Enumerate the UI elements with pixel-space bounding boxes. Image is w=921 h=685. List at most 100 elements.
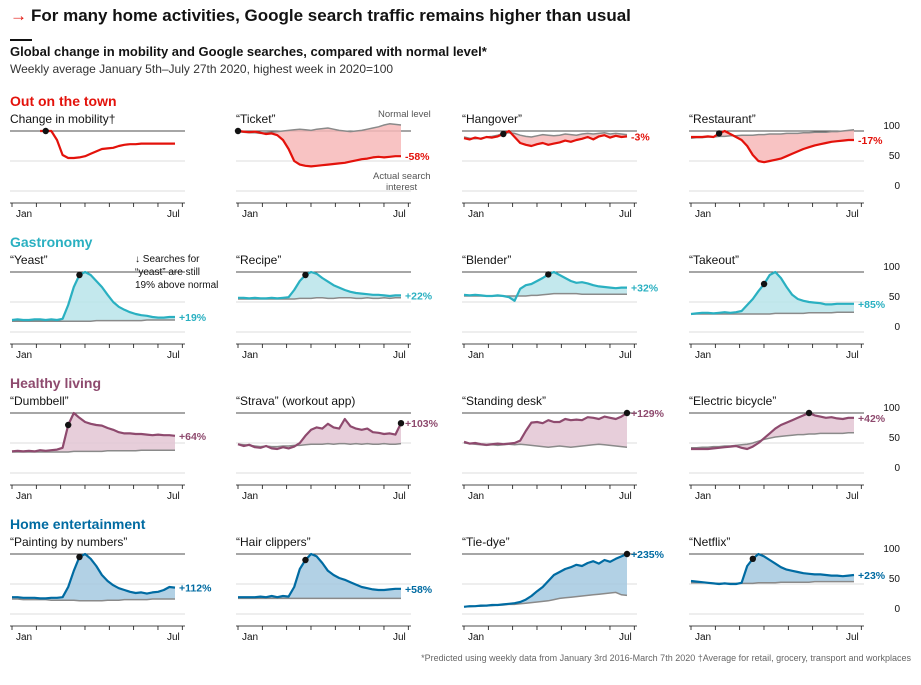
actual-search-line [691,411,854,451]
panel-title: “Hangover” [462,112,522,126]
panel-title: “Electric bicycle” [689,394,776,408]
panel-dumbbell: “Dumbbell” Jan Jul +64% [10,394,207,502]
actual-search-line [238,270,401,300]
panel-netflix: “Netflix” Jan Jul 0 50 100 +23% [689,535,900,643]
difference-area [238,272,401,299]
x-tick-label: Jan [695,350,711,361]
x-tick-label: Jul [619,209,632,220]
chart-subsubtitle: Weekly average January 5th–July 27th 202… [10,62,394,76]
panel-blender: “Blender” Jan Jul +32% [462,253,659,361]
change-label: -3% [631,131,650,143]
yeast-note: ↓ Searches for [135,254,200,265]
actual-search-line [690,270,854,316]
peak-marker [76,553,83,561]
actual-search-line [11,411,176,453]
y-tick-label: 50 [889,151,901,162]
y-tick-label: 0 [894,322,900,333]
difference-area [12,413,175,452]
headline: → For many home activities, Google search… [10,6,631,26]
x-tick-label: Jan [16,350,32,361]
x-tick-label: Jan [242,209,258,220]
panel-title: “Strava” (workout app) [236,394,355,408]
difference-area [691,272,854,314]
panel-change-in-mobility: Change in mobility† Jan Jul [10,112,185,220]
peak-marker [42,127,49,135]
x-tick-label: Jul [619,491,632,502]
actual-search-line [463,129,628,148]
x-tick-label: Jul [167,209,180,220]
panel-title: “Netflix” [689,535,730,549]
panel-ticket: “Ticket” Jan Jul -58% Normal level Actual sea… [234,109,431,220]
normal-level-annotation: Normal level [378,109,431,120]
difference-area [12,272,175,322]
change-label: +129% [631,408,665,420]
x-tick-label: Jan [695,209,711,220]
x-tick-label: Jul [619,632,632,643]
normal-level-line [691,432,854,449]
peak-marker [397,420,405,427]
normal-level-line [690,129,855,139]
yeast-note: “yeast” are still [135,267,200,278]
arrow-icon: → [10,6,27,25]
section-title-home-entertainment: Home entertainment [10,516,146,532]
panel-title: “Standing desk” [462,394,546,408]
y-tick-label: 50 [889,574,901,585]
panel-title: “Blender” [462,253,511,267]
y-tick-label: 0 [894,181,900,192]
y-tick-label: 100 [883,121,900,132]
change-label: +235% [631,549,665,561]
change-label: +103% [405,418,439,430]
change-label: +58% [405,584,433,596]
panel-title: “Painting by numbers” [10,535,127,549]
x-tick-label: Jan [16,632,32,643]
difference-area [238,123,401,167]
x-tick-label: Jan [695,491,711,502]
actual-search-annotation: Actual search [373,171,431,182]
difference-area [691,554,854,584]
x-tick-label: Jan [242,350,258,361]
peak-marker [65,421,72,429]
panel-title: “Yeast” [10,253,48,267]
x-tick-label: Jul [846,632,859,643]
peak-marker [760,280,768,288]
section-title-out-on-the-town: Out on the town [10,93,117,109]
change-label: +23% [858,570,886,582]
y-tick-label: 50 [889,292,901,303]
panel-painting-by-numbers: “Painting by numbers” Jan Jul +112% [10,535,212,643]
panel-title: “Dumbbell” [10,394,69,408]
x-tick-label: Jul [393,209,406,220]
peak-marker [545,271,552,278]
x-tick-label: Jan [242,491,258,502]
x-tick-label: Jul [393,632,406,643]
panel-title: Change in mobility† [10,112,115,126]
difference-area [238,419,401,449]
x-tick-label: Jan [468,350,484,361]
difference-area [691,129,854,163]
yeast-note: 19% above normal [135,280,218,291]
actual-search-line [238,552,401,599]
panel-title: “Tie-dye” [462,535,510,549]
panel-electric-bicycle: “Electric bicycle” Jan Jul 0 50 100+42% [689,394,900,502]
x-tick-label: Jan [695,632,711,643]
panel-title: “Ticket” [236,112,276,126]
panel-restaurant: “Restaurant” Jan Jul 0 50 100-17% [689,112,900,220]
actual-search-line [463,552,628,608]
actual-search-line [463,270,627,302]
x-tick-label: Jul [846,209,859,220]
actual-search-line [11,270,175,322]
peak-marker [302,271,309,279]
normal-level-line [12,319,175,322]
peak-marker [302,556,309,564]
change-label: +19% [179,312,207,324]
change-label: -58% [405,151,430,163]
panel-hair-clippers: “Hair clippers” Jan Jul +58% [236,535,433,643]
change-label: +42% [858,413,886,425]
change-label: +64% [179,431,207,443]
panel-title: “Restaurant” [689,112,756,126]
x-tick-label: Jan [242,632,258,643]
headline-text: For many home activities, Google search … [31,6,631,25]
y-tick-label: 0 [894,604,900,615]
panel-recipe: “Recipe” Jan Jul +22% [236,253,433,361]
panel-hangover: “Hangover” Jan Jul -3% [462,112,650,220]
y-tick-label: 100 [883,262,900,273]
